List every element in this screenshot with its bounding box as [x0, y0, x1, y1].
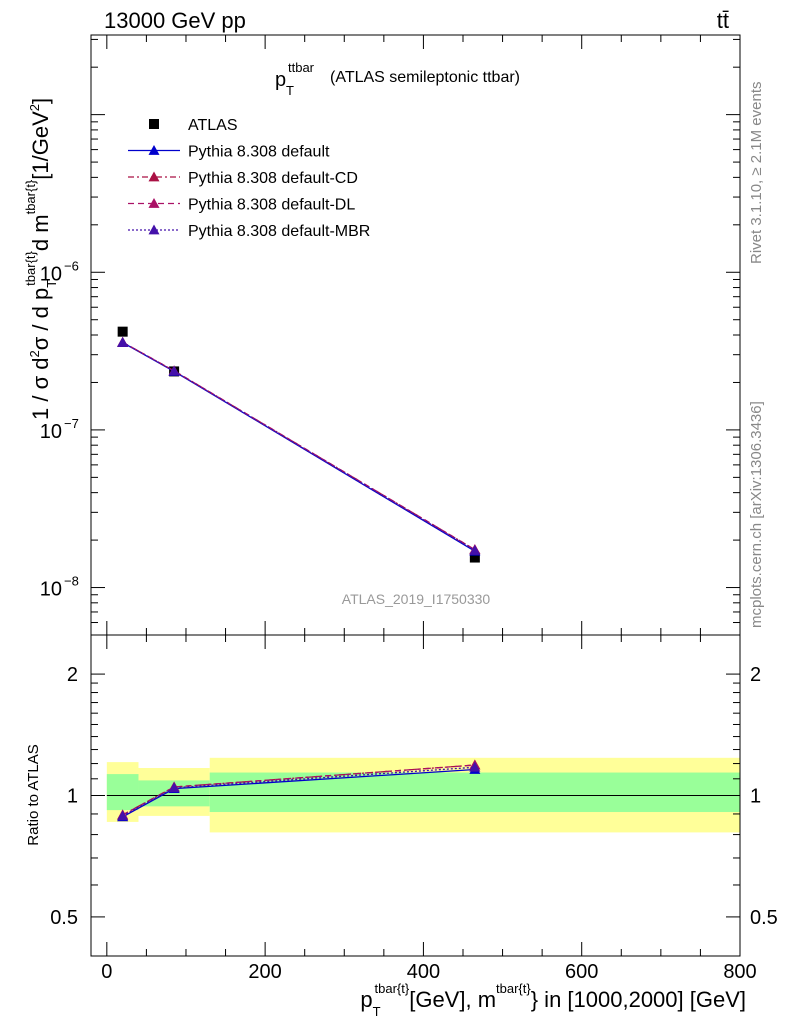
- ratio-frame: [90, 634, 741, 957]
- data-point: [469, 552, 480, 563]
- main-y-tick-label: 10: [40, 421, 62, 443]
- legend-marker: [148, 224, 160, 235]
- data-point: [117, 326, 128, 337]
- x-tick-label: 200: [248, 961, 281, 983]
- main-y-tick-exponent: −8: [64, 574, 79, 589]
- title-sub: T: [286, 83, 294, 98]
- rivet-label: Rivet 3.1.10, ≥ 2.1M events: [748, 82, 765, 265]
- ratio-panel: 0.5 0.5 1 1 2 2 0 200 400 600 800 Ratio to ATLAS p…: [25, 634, 778, 1019]
- legend: ATLAS Pythia 8.308 default Pythia 8.308 de…: [128, 117, 370, 240]
- ratio-series: [117, 759, 481, 822]
- x-tick-label: 0: [101, 961, 112, 983]
- ratio-point: [117, 810, 129, 821]
- main-series: [117, 326, 481, 563]
- x-tick-label: 400: [407, 961, 440, 983]
- ratio-y-tick-label: 1: [67, 786, 78, 808]
- main-y-label: 1 / σ d2σ / d pTtbar{t}d mtbar{t}[1/GeV2…: [23, 98, 59, 420]
- analysis-watermark: ATLAS_2019_I1750330: [342, 591, 491, 607]
- ratio-y-tick-label: 2: [67, 664, 78, 686]
- legend-entry: Pythia 8.308 default-CD: [188, 170, 358, 187]
- legend-entry: Pythia 8.308 default-MBR: [188, 223, 370, 240]
- ratio-ticks: 0.5 0.5 1 1 2 2 0 200 400 600 800: [50, 635, 778, 983]
- svg-text:pTtbar{t}[GeV], mtbar{t}} in [: pTtbar{t}[GeV], mtbar{t}} in [1000,2000]…: [360, 981, 746, 1019]
- title-sup: ttbar: [288, 60, 315, 75]
- chart-title: p T ttbar (ATLAS semileptonic ttbar): [275, 60, 520, 98]
- svg-text:1 / σ d2σ / d pTtbar{t}d mtbar: 1 / σ d2σ / d pTtbar{t}d mtbar{t}[1/GeV2…: [23, 98, 59, 420]
- series-line: [122, 341, 476, 551]
- main-panel: 10−610−710−8 p T ttbar (ATLAS semilepton…: [23, 34, 741, 636]
- ratio-point: [469, 761, 481, 772]
- series-4: [117, 336, 481, 555]
- ratio-series-3: [117, 761, 481, 821]
- ratio-y-tick-label: 0.5: [50, 907, 78, 929]
- data-point: [168, 365, 180, 376]
- process-label: tt̄: [717, 8, 729, 33]
- main-y-tick-label: 10: [40, 579, 62, 601]
- legend-marker: [149, 119, 159, 129]
- main-y-ticks: 10−610−710−8: [40, 35, 741, 636]
- x-tick-label: 600: [565, 961, 598, 983]
- x-axis-label: pTtbar{t}[GeV], mtbar{t}} in [1000,2000]…: [360, 981, 746, 1019]
- main-y-tick-label: 10: [40, 263, 62, 285]
- main-y-tick-exponent: −6: [64, 258, 79, 273]
- ratio-y-tick-label-right: 2: [750, 664, 761, 686]
- legend-entry: Pythia 8.308 default-DL: [188, 197, 355, 214]
- legend-marker: [148, 171, 160, 182]
- uncertainty-band-inner: [106, 774, 139, 811]
- mcplots-label: mcplots.cern.ch [arXiv:1306.3436]: [748, 401, 765, 628]
- title-rest: (ATLAS semileptonic ttbar): [330, 69, 520, 86]
- collision-label: 13000 GeV pp: [104, 8, 246, 33]
- data-point: [117, 336, 129, 347]
- ratio-y-tick-label-right: 0.5: [750, 907, 778, 929]
- ratio-y-label: Ratio to ATLAS: [25, 744, 42, 845]
- x-tick-label: 800: [723, 961, 756, 983]
- legend-marker: [148, 145, 160, 155]
- main-y-tick-exponent: −7: [64, 416, 79, 431]
- legend-marker: [148, 198, 160, 208]
- uncertainty-band-inner: [209, 772, 741, 813]
- title-main: p: [275, 69, 286, 91]
- legend-entry: Pythia 8.308 default: [188, 144, 330, 161]
- ratio-point: [168, 782, 180, 793]
- legend-entry: ATLAS: [188, 117, 238, 134]
- data-point: [469, 544, 481, 555]
- ratio-y-tick-label-right: 1: [750, 786, 761, 808]
